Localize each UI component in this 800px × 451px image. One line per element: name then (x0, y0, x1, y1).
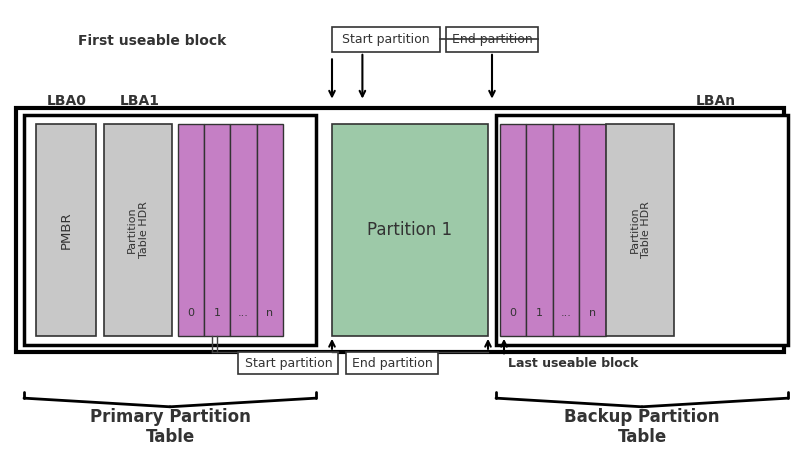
Bar (500, 124, 526, 336)
Bar (238, 352, 338, 374)
Text: 1: 1 (536, 308, 543, 318)
Text: Primary Partition
Table: Primary Partition Table (90, 408, 250, 446)
Text: Start partition: Start partition (342, 33, 430, 46)
Bar (24, 115, 316, 345)
Text: LBA1: LBA1 (120, 94, 160, 109)
Text: ...: ... (238, 308, 249, 318)
Bar (104, 124, 172, 336)
Text: 0: 0 (187, 308, 194, 318)
Bar (230, 124, 257, 336)
Text: 1: 1 (214, 308, 221, 318)
Text: LBAn: LBAn (696, 94, 736, 109)
Text: ...: ... (561, 308, 571, 318)
Text: Partition
Table HDR: Partition Table HDR (127, 202, 149, 258)
Text: LBA0: LBA0 (46, 94, 86, 109)
Text: End partition: End partition (352, 357, 433, 369)
Bar (346, 352, 438, 374)
Text: PMBR: PMBR (59, 211, 73, 249)
Bar (606, 124, 674, 336)
Text: Partition
Table HDR: Partition Table HDR (630, 202, 651, 258)
Text: n: n (266, 308, 274, 318)
Text: n: n (589, 308, 596, 318)
Bar (332, 27, 440, 52)
Bar (553, 124, 579, 336)
Text: Backup Partition
Table: Backup Partition Table (564, 408, 720, 446)
Bar (332, 124, 488, 336)
Text: First useable block: First useable block (78, 33, 226, 48)
Text: End partition: End partition (452, 33, 533, 46)
Bar (178, 124, 204, 336)
Text: Last useable block: Last useable block (508, 357, 638, 369)
Bar (36, 124, 96, 336)
Text: Partition 1: Partition 1 (367, 221, 453, 239)
Text: 0: 0 (510, 308, 517, 318)
Bar (16, 108, 784, 352)
Bar (257, 124, 283, 336)
Text: Start partition: Start partition (245, 357, 332, 369)
Bar (204, 124, 230, 336)
Bar (446, 27, 538, 52)
Bar (579, 124, 606, 336)
Bar (526, 124, 553, 336)
Bar (496, 115, 788, 345)
